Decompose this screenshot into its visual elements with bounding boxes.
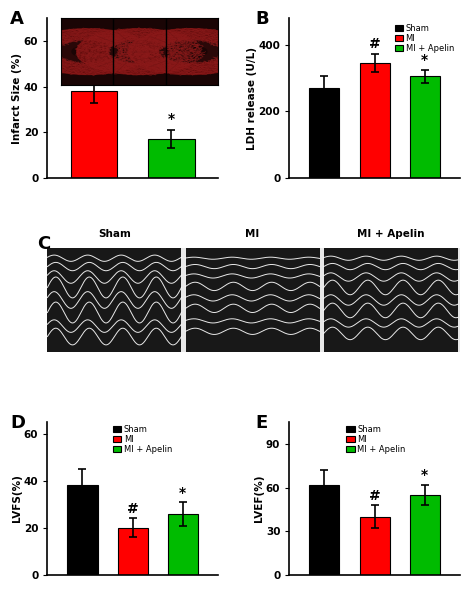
- Text: #: #: [369, 489, 381, 503]
- Y-axis label: LVFS(%): LVFS(%): [12, 474, 22, 522]
- Bar: [410, 76, 440, 178]
- Bar: [310, 485, 339, 575]
- Bar: [360, 63, 390, 178]
- Bar: [148, 139, 194, 178]
- Text: *: *: [168, 111, 175, 126]
- Y-axis label: LVEF(%): LVEF(%): [255, 474, 264, 522]
- Text: D: D: [10, 414, 25, 432]
- Legend: Sham, MI, MI + Apelin: Sham, MI, MI + Apelin: [393, 22, 456, 55]
- Text: #: #: [88, 61, 100, 75]
- Text: *: *: [421, 468, 428, 482]
- Bar: [324, 248, 458, 352]
- Text: Sham: Sham: [98, 229, 131, 240]
- Bar: [185, 248, 319, 352]
- Bar: [360, 517, 390, 575]
- Bar: [118, 528, 147, 575]
- Bar: [47, 248, 182, 352]
- Text: #: #: [369, 37, 381, 51]
- Y-axis label: LDH release (U/L): LDH release (U/L): [247, 47, 257, 150]
- Legend: Sham, MI, MI + Apelin: Sham, MI, MI + Apelin: [111, 423, 174, 456]
- Text: *: *: [421, 53, 428, 67]
- Text: E: E: [255, 414, 267, 432]
- Bar: [410, 495, 440, 575]
- Text: C: C: [37, 235, 50, 253]
- Text: MI: MI: [246, 229, 260, 240]
- Legend: Sham, MI, MI + Apelin: Sham, MI, MI + Apelin: [345, 423, 407, 456]
- Y-axis label: Infarct Size (%): Infarct Size (%): [12, 53, 22, 144]
- Text: #: #: [127, 502, 138, 516]
- Bar: [310, 88, 339, 178]
- Bar: [67, 485, 98, 575]
- Text: MI + Apelin: MI + Apelin: [357, 229, 424, 240]
- Text: A: A: [10, 10, 24, 28]
- Bar: [71, 91, 117, 178]
- Text: *: *: [179, 486, 186, 500]
- Bar: [168, 514, 198, 575]
- Text: B: B: [255, 10, 269, 28]
